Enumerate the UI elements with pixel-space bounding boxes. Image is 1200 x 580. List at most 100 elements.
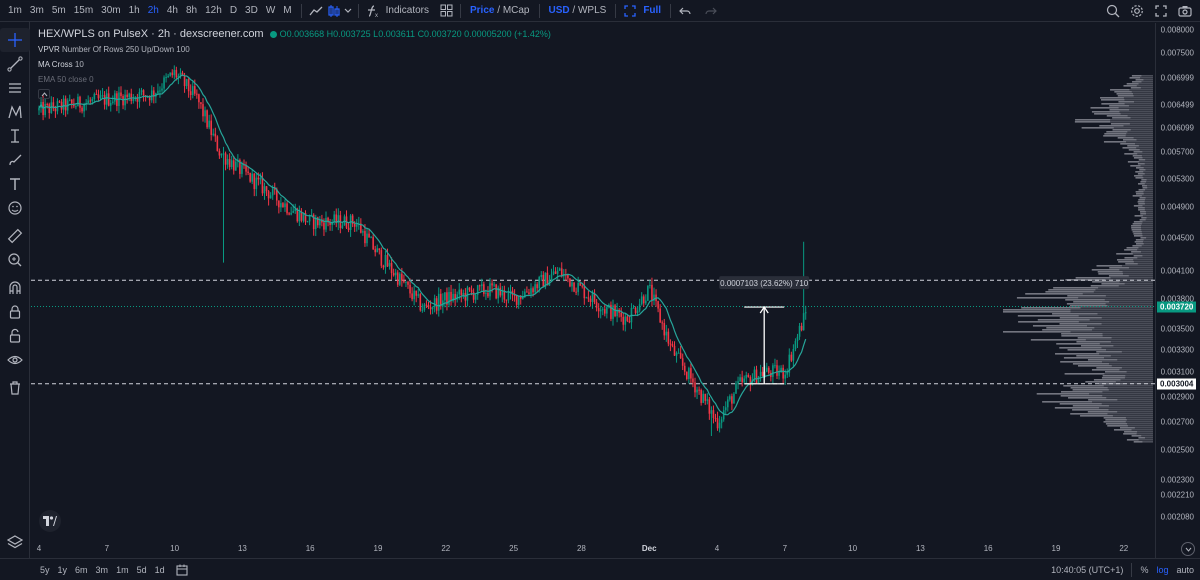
vpvr-indicator-row[interactable]: VPVR Number Of Rows 250 Up/Down 100 xyxy=(38,42,551,57)
ruler-icon[interactable] xyxy=(0,224,30,248)
measure-tool-icon[interactable] xyxy=(0,124,30,148)
volume-profile-bar xyxy=(1134,215,1153,217)
price-mcap-toggle[interactable]: Price / MCap xyxy=(466,0,534,22)
tradingview-logo[interactable] xyxy=(39,510,61,532)
eye-visibility-icon[interactable] xyxy=(0,348,30,372)
legend-collapse-button[interactable] xyxy=(38,89,50,99)
candle-up xyxy=(105,93,108,105)
timeframe-15m[interactable]: 15m xyxy=(73,4,94,16)
timeframe-12h[interactable]: 12h xyxy=(205,4,222,16)
candle-down xyxy=(187,79,190,92)
volume-profile-bar-up xyxy=(1135,79,1144,81)
volume-profile-bar-up xyxy=(1075,277,1111,279)
candle-down xyxy=(71,99,73,104)
log-scale-toggle[interactable]: log xyxy=(1156,565,1169,575)
indicators-button[interactable]: Indicators xyxy=(385,4,429,16)
currency-toggle[interactable]: USD / WPLS xyxy=(545,0,611,22)
clock-timezone[interactable]: 10:40:05 (UTC+1) xyxy=(1051,565,1124,575)
range-6m[interactable]: 6m xyxy=(75,564,88,575)
usd-option[interactable]: USD xyxy=(548,4,570,16)
range-1m[interactable]: 1m xyxy=(116,564,129,575)
fullscreen-icon[interactable] xyxy=(621,0,639,22)
unlock-icon[interactable] xyxy=(0,324,30,348)
chart-pane[interactable]: 0.0007103 (23.62%) 710 xyxy=(31,23,1155,558)
timeframe-30m[interactable]: 30m xyxy=(101,4,121,16)
magnet-icon[interactable] xyxy=(0,276,30,300)
candle-up xyxy=(784,374,786,379)
brush-tool-icon[interactable] xyxy=(0,148,30,172)
volume-profile-bar-up xyxy=(1101,99,1125,101)
horizontal-lines-icon[interactable] xyxy=(0,76,30,100)
timeframe-3m[interactable]: 3m xyxy=(29,4,44,16)
volume-profile-bar-up xyxy=(1042,329,1093,331)
goto-date-calendar-icon[interactable] xyxy=(173,559,191,580)
volume-profile-bar xyxy=(1133,205,1153,207)
ma-cross-indicator-row[interactable]: MA Cross 10 xyxy=(38,57,551,72)
timeframe-1h[interactable]: 1h xyxy=(128,4,140,16)
redo-icon[interactable] xyxy=(702,0,720,22)
chevron-down-icon[interactable] xyxy=(343,0,353,22)
symbol-title[interactable]: HEX/WPLS on PulseX · 2h · dexscreener.co… xyxy=(38,28,264,40)
mcap-option[interactable]: MCap xyxy=(502,4,530,16)
time-axis[interactable]: 4 7 10 13 16 19 22 25 28 Dec 4 7 10 13 16 19 22 xyxy=(31,540,1195,558)
timeframe-8h[interactable]: 8h xyxy=(186,4,198,16)
volume-profile-bar-up xyxy=(1117,95,1134,97)
zoom-in-icon[interactable] xyxy=(0,248,30,272)
line-chart-icon[interactable] xyxy=(307,0,325,22)
range-1d[interactable]: 1d xyxy=(154,564,165,575)
candle-up xyxy=(702,393,704,403)
auto-scale-toggle[interactable]: auto xyxy=(1176,565,1194,575)
timeframe-3d[interactable]: 3D xyxy=(245,4,258,16)
candle-down xyxy=(651,284,653,301)
timeframe-w[interactable]: W xyxy=(265,4,276,16)
full-button[interactable]: Full xyxy=(643,4,662,16)
timeframe-1m[interactable]: 1m xyxy=(8,4,22,16)
volume-profile-bar-up xyxy=(1073,301,1110,303)
lock-drawings-icon[interactable] xyxy=(0,300,30,324)
range-1y[interactable]: 1y xyxy=(57,564,68,575)
range-5y[interactable]: 5y xyxy=(40,564,50,575)
timeframe-4h[interactable]: 4h xyxy=(166,4,178,16)
settings-gear-icon[interactable] xyxy=(1128,0,1146,22)
emoji-tool-icon[interactable] xyxy=(0,196,30,220)
volume-profile-bar-up xyxy=(1131,227,1142,229)
pattern-tool-icon[interactable] xyxy=(0,100,30,124)
volume-profile-bar xyxy=(1066,303,1153,305)
candle-down xyxy=(200,102,202,105)
volume-profile-bar xyxy=(1120,427,1153,429)
timeframe-5m[interactable]: 5m xyxy=(51,4,66,16)
percent-scale-toggle[interactable]: % xyxy=(1140,565,1149,575)
fullscreen-expand-icon[interactable] xyxy=(1152,0,1170,22)
candle-type-icon[interactable] xyxy=(325,0,343,22)
snapshot-camera-icon[interactable] xyxy=(1176,0,1194,22)
volume-profile-bar-up xyxy=(1060,395,1103,397)
candle-down xyxy=(228,159,231,168)
candle-down xyxy=(567,274,569,279)
undo-icon[interactable] xyxy=(676,0,694,22)
timeframe-2h[interactable]: 2h xyxy=(147,4,159,16)
screenshot-search-icon[interactable] xyxy=(1104,0,1122,22)
layout-grid-icon[interactable] xyxy=(437,0,455,22)
candle-down xyxy=(81,107,83,112)
price-option[interactable]: Price xyxy=(470,4,495,16)
timeframe-d[interactable]: D xyxy=(229,4,238,16)
ema-indicator-row[interactable]: EMA 50 close 0 xyxy=(38,72,551,87)
wpls-option[interactable]: WPLS xyxy=(577,4,607,16)
trend-line-icon[interactable] xyxy=(0,52,30,76)
range-3m[interactable]: 3m xyxy=(95,564,109,575)
scroll-to-realtime-icon[interactable] xyxy=(1181,542,1195,556)
layers-icon[interactable] xyxy=(0,530,30,554)
indicators-icon[interactable]: x xyxy=(364,0,382,22)
range-5d[interactable]: 5d xyxy=(136,564,147,575)
candle-down xyxy=(210,120,212,135)
price-axis[interactable]: 0.008000 0.007500 0.006999 0.006499 0.006099… xyxy=(1155,23,1200,558)
volume-profile-bar-up xyxy=(1069,305,1108,307)
candlestick-chart[interactable]: 0.0007103 (23.62%) 710 xyxy=(31,23,1155,540)
trash-icon[interactable] xyxy=(0,376,30,400)
volume-profile-bar xyxy=(1102,375,1153,377)
price-label: 0.002300 xyxy=(1160,475,1194,485)
text-tool-icon[interactable] xyxy=(0,172,30,196)
crosshair-icon[interactable] xyxy=(0,28,30,52)
timeframe-m[interactable]: M xyxy=(283,4,292,16)
volume-profile-bar xyxy=(1110,123,1153,125)
